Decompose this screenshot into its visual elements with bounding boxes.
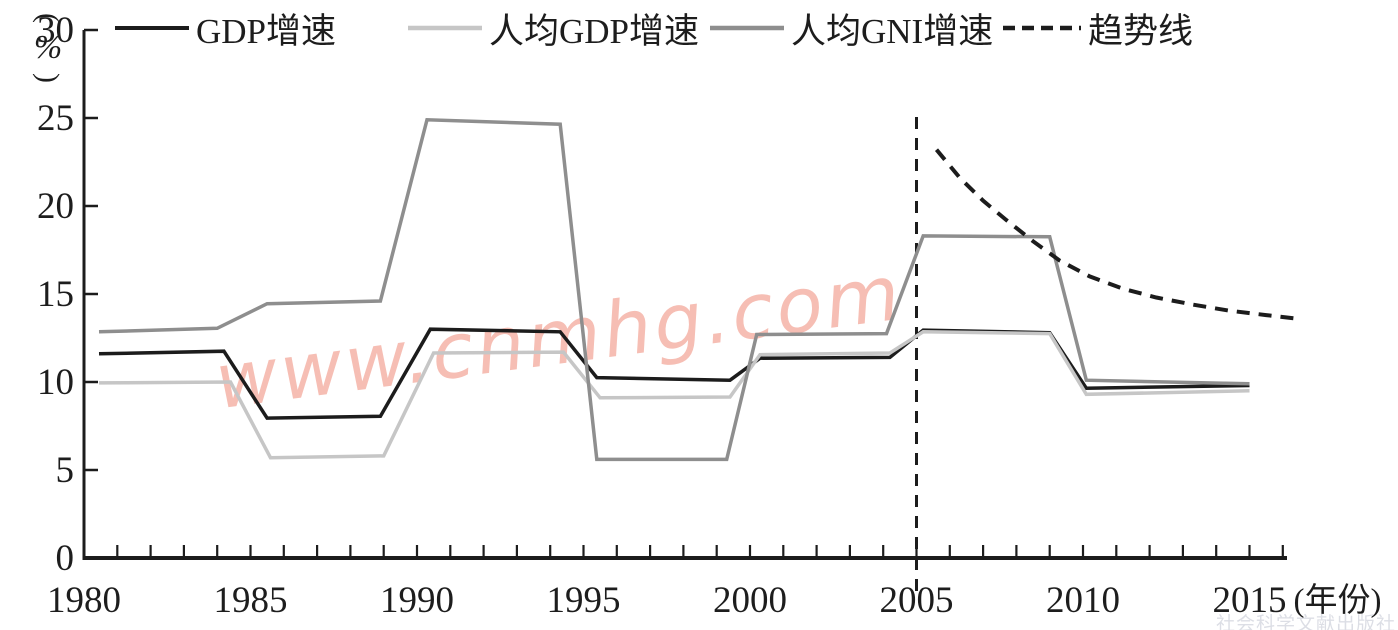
y-tick-label-0: 0 (56, 538, 75, 579)
legend-label-trendline: 趋势线 (1088, 11, 1194, 51)
series-line-3 (934, 148, 1297, 321)
legend-item-gdp: GDP增速 (115, 8, 336, 51)
x-tick-label-1980: 1980 (47, 580, 121, 621)
legend-line-sample-gdp-per-capita (408, 25, 482, 31)
legend-label-gdp: GDP增速 (196, 11, 337, 51)
y-tick-label-30: 30 (37, 10, 74, 51)
y-tick-label-25: 25 (37, 98, 74, 139)
x-axis-unit-label: (年份) (1294, 582, 1382, 619)
y-unit-percent-sign: % (33, 29, 63, 66)
legend-line-sample-trendline (1003, 25, 1081, 31)
x-tick-label-2015: 2015 (1213, 580, 1287, 621)
x-tick-label-2010: 2010 (1046, 580, 1120, 621)
legend-line-sample-gdp (115, 26, 189, 30)
x-tick-label-2000: 2000 (713, 580, 787, 621)
x-tick-label-1995: 1995 (547, 580, 621, 621)
series-line-2 (98, 118, 1250, 462)
y-tick-label-5: 5 (56, 450, 75, 491)
legend-label-gdp-per-capita: 人均GDP增速 (489, 11, 700, 51)
y-axis-unit-label: ( % ) (26, 8, 70, 88)
x-tick-label-1990: 1990 (380, 580, 454, 621)
legend-item-gdp-per-capita: 人均GDP增速 (408, 8, 699, 51)
y-tick-label-20: 20 (37, 186, 74, 227)
x-tick-label-2005: 2005 (880, 580, 954, 621)
series-line-1 (98, 330, 1250, 460)
legend-item-trendline: 趋势线 (1003, 8, 1193, 51)
legend-line-sample-gni-per-capita (710, 25, 784, 31)
legend-item-gni-per-capita: 人均GNI增速 (710, 8, 993, 51)
y-tick-label-15: 15 (37, 274, 74, 315)
x-tick-label-1985: 1985 (214, 580, 288, 621)
y-tick-label-10: 10 (37, 362, 74, 403)
legend-label-gni-per-capita: 人均GNI增速 (791, 11, 994, 51)
